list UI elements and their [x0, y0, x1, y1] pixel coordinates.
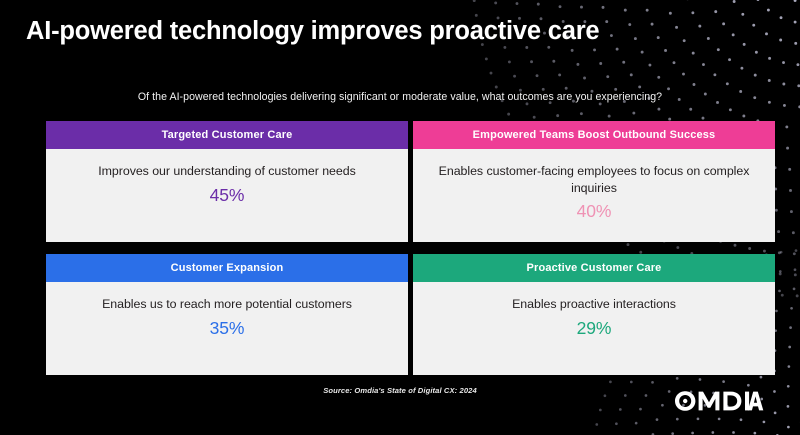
card-statement: Enables us to reach more potential custo… — [102, 297, 352, 311]
card-statement: Enables customer-facing employees to foc… — [438, 164, 750, 195]
outcome-card[interactable]: Customer Expansion Enables us to reach m… — [46, 254, 408, 375]
outcome-card-grid: Targeted Customer Care Improves our unde… — [46, 121, 775, 375]
page-title: AI-powered technology improves proactive… — [26, 17, 600, 45]
card-value: 40% — [576, 201, 612, 221]
outcome-card[interactable]: Targeted Customer Care Improves our unde… — [46, 121, 408, 242]
card-title: Proactive Customer Care — [526, 262, 662, 274]
card-value: 29% — [576, 317, 612, 338]
survey-question: Of the AI-powered technologies deliverin… — [137, 91, 663, 103]
card-title: Targeted Customer Care — [161, 129, 293, 141]
card-body: Enables us to reach more potential custo… — [46, 282, 408, 375]
card-header: Proactive Customer Care — [413, 254, 775, 282]
card-body: Enables proactive interactions 29% — [413, 282, 775, 375]
card-title: Customer Expansion — [170, 262, 284, 274]
card-statement: Enables proactive interactions — [512, 297, 676, 311]
source-attribution: Source: Omdia's State of Digital CX: 202… — [323, 386, 477, 395]
card-header: Targeted Customer Care — [46, 121, 408, 149]
card-body: Improves our understanding of customer n… — [46, 149, 408, 242]
card-header: Empowered Teams Boost Outbound Success — [413, 121, 775, 149]
card-header: Customer Expansion — [46, 254, 408, 282]
card-statement: Improves our understanding of customer n… — [98, 164, 356, 178]
outcome-card[interactable]: Proactive Customer Care Enables proactiv… — [413, 254, 775, 375]
outcome-card[interactable]: Empowered Teams Boost Outbound Success E… — [413, 121, 775, 242]
card-value: 35% — [209, 317, 245, 338]
card-title: Empowered Teams Boost Outbound Success — [472, 129, 716, 141]
card-body: Enables customer-facing employees to foc… — [413, 149, 775, 242]
omdia-logo — [674, 389, 778, 413]
card-value: 45% — [209, 184, 245, 205]
